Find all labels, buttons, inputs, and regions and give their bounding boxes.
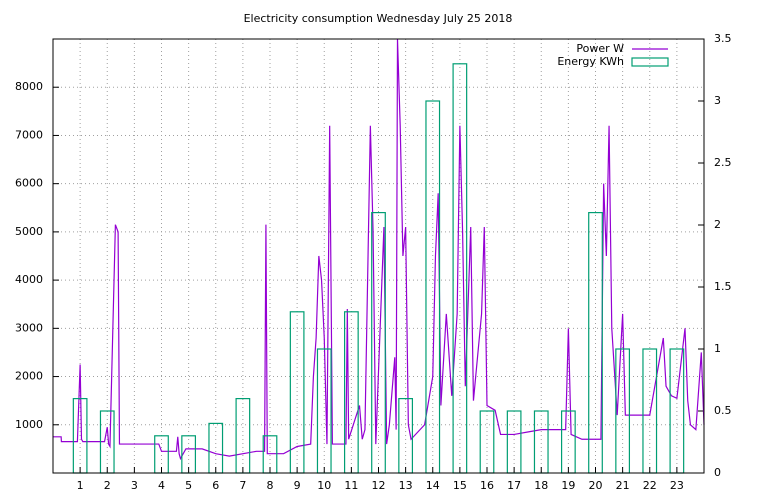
y-tick-label: 5000 <box>15 225 43 238</box>
x-tick-label: 21 <box>616 479 630 492</box>
y-tick-label: 1000 <box>15 418 43 431</box>
x-tick-label: 12 <box>372 479 386 492</box>
x-tick-label: 19 <box>561 479 575 492</box>
plot-border <box>52 38 705 474</box>
legend-label: Power W <box>576 42 624 55</box>
chart-title: Electricity consumption Wednesday July 2… <box>244 12 513 25</box>
x-tick-label: 18 <box>534 479 548 492</box>
x-tick-label: 9 <box>294 479 301 492</box>
y-tick-label: 6000 <box>15 177 43 190</box>
x-tick-label: 4 <box>158 479 165 492</box>
y-tick-label: 7000 <box>15 128 43 141</box>
x-tick-label: 13 <box>399 479 413 492</box>
x-tick-label: 22 <box>643 479 657 492</box>
x-tick-label: 15 <box>453 479 467 492</box>
y2-tick-label: 0 <box>714 466 721 479</box>
y-tick-label: 4000 <box>15 273 43 286</box>
energy-box <box>208 422 224 474</box>
x-tick-label: 23 <box>670 479 684 492</box>
x-tick-label: 1 <box>77 479 84 492</box>
y-tick-label: 2000 <box>15 370 43 383</box>
y2-tick-label: 1 <box>714 342 721 355</box>
x-tick-label: 20 <box>589 479 603 492</box>
x-tick-label: 5 <box>185 479 192 492</box>
x-tick-label: 7 <box>239 479 246 492</box>
x-tick-label: 10 <box>317 479 331 492</box>
x-tick-label: 2 <box>104 479 111 492</box>
y2-tick-label: 3 <box>714 94 721 107</box>
y-tick-label: 3000 <box>15 321 43 334</box>
x-tick-label: 11 <box>344 479 358 492</box>
y2-tick-label: 2.5 <box>714 156 732 169</box>
x-tick-label: 14 <box>426 479 440 492</box>
y2-tick-label: 1.5 <box>714 280 732 293</box>
x-tick-label: 8 <box>267 479 274 492</box>
legend-label: Energy KWh <box>557 55 624 68</box>
x-tick-label: 16 <box>480 479 494 492</box>
x-tick-label: 3 <box>131 479 138 492</box>
y2-tick-label: 3.5 <box>714 32 732 45</box>
y-tick-label: 8000 <box>15 80 43 93</box>
y2-tick-label: 2 <box>714 218 721 231</box>
x-tick-label: 6 <box>212 479 219 492</box>
x-tick-label: 17 <box>507 479 521 492</box>
power-line <box>53 38 705 461</box>
y2-tick-label: 0.5 <box>714 404 732 417</box>
legend-swatch <box>631 57 669 67</box>
